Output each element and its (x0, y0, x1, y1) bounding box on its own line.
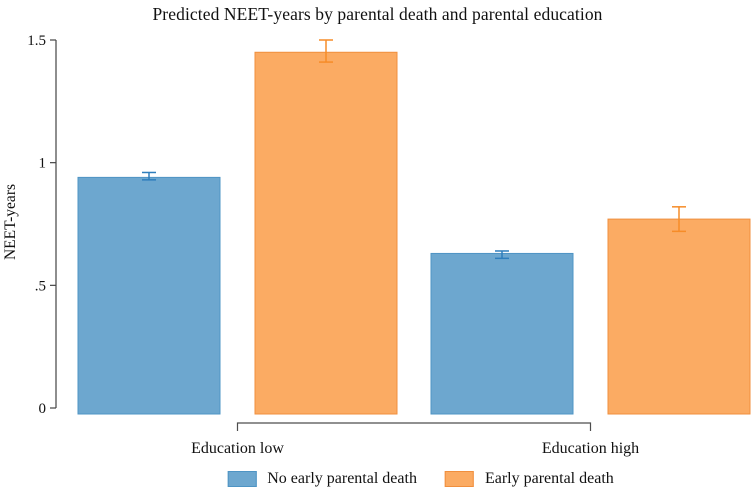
chart-title: Predicted NEET-years by parental death a… (152, 4, 603, 24)
x-axis-bracket (236, 422, 592, 431)
legend-item-no-early-parental-death: No early parental death (227, 470, 417, 488)
x-category-label-education-low: Education low (191, 440, 284, 457)
plot-area: 0 .5 1 1.5 Education low Education high (27, 33, 751, 457)
x-category-label-education-high: Education high (542, 440, 639, 457)
bar-education-high-series-0 (430, 252, 574, 415)
y-tick-label: 0 (39, 401, 47, 417)
y-tick-label: .5 (35, 278, 46, 294)
bar-education-high-series-1 (607, 218, 751, 415)
legend-item-early-parental-death: Early parental death (444, 470, 614, 488)
legend: No early parental death Early parental d… (227, 470, 614, 488)
legend-label: No early parental death (267, 470, 417, 487)
legend-label: Early parental death (484, 470, 614, 487)
legend-swatch-orange (444, 471, 474, 487)
y-tick-label: 1.5 (27, 33, 46, 49)
y-tick-label: 1 (39, 156, 47, 172)
legend-swatch-blue (227, 471, 257, 487)
bar-education-low-series-1 (254, 51, 398, 415)
bar-education-low-series-0 (77, 176, 221, 415)
